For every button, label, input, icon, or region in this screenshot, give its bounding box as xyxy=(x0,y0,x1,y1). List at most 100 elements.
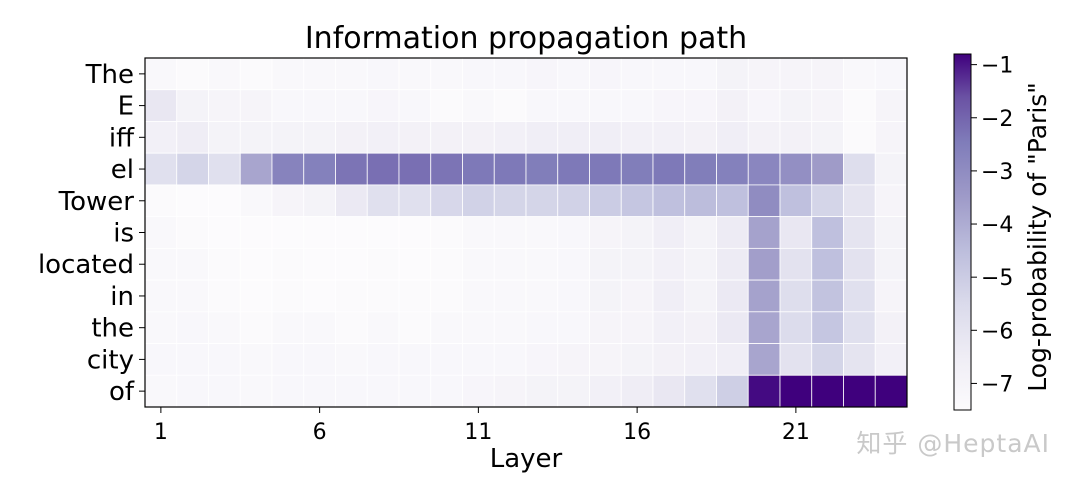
heatmap-cell xyxy=(525,121,559,154)
heatmap-cell xyxy=(811,152,844,186)
heatmap-cell xyxy=(811,247,844,281)
heatmap-cell xyxy=(366,57,400,91)
heatmap-cell xyxy=(335,374,368,408)
heatmap-cell xyxy=(398,57,432,91)
heatmap-cell xyxy=(366,184,400,218)
heatmap-cell xyxy=(652,121,686,154)
heatmap-cell xyxy=(208,216,241,249)
heatmap-cell xyxy=(366,311,400,344)
heatmap-cell xyxy=(239,343,273,376)
row-label: el xyxy=(111,155,134,185)
heatmap-cell xyxy=(716,374,749,408)
colorbar-tick-label: −1 xyxy=(981,54,1013,79)
heatmap-cell xyxy=(589,152,622,186)
heatmap-cell xyxy=(462,279,495,313)
heatmap-cell xyxy=(239,247,273,281)
heatmap-cell xyxy=(684,311,717,344)
heatmap-cell xyxy=(271,121,305,154)
row-label: Tower xyxy=(58,187,135,217)
heatmap-cell xyxy=(747,121,781,154)
heatmap-cell xyxy=(652,152,686,186)
heatmap-cell xyxy=(620,216,654,249)
heatmap-cell xyxy=(462,311,495,344)
heatmap-cell xyxy=(208,184,241,218)
heatmap-cell xyxy=(144,121,178,154)
heatmap-cell xyxy=(493,343,527,376)
heatmap-cell xyxy=(271,184,305,218)
heatmap-cell xyxy=(208,57,241,91)
heatmap-cell xyxy=(652,279,686,313)
heatmap-cell xyxy=(557,57,590,91)
heatmap-cell xyxy=(779,279,813,313)
heatmap-cell xyxy=(176,216,209,249)
heatmap-cell xyxy=(557,89,590,122)
heatmap-cell xyxy=(525,152,559,186)
heatmap-cell xyxy=(620,374,654,408)
heatmap-cell xyxy=(176,343,209,376)
heatmap-cell xyxy=(811,89,844,122)
heatmap-cell xyxy=(303,57,336,91)
heatmap-cell xyxy=(684,247,717,281)
row-label: city xyxy=(87,345,134,375)
heatmap-cell xyxy=(811,216,844,249)
heatmap-cell xyxy=(335,247,368,281)
x-tick-label: 6 xyxy=(313,420,327,445)
heatmap-cell xyxy=(430,57,463,91)
heatmap-cell xyxy=(779,89,813,122)
heatmap-cell xyxy=(620,57,654,91)
heatmap-cell xyxy=(430,121,463,154)
heatmap-cell xyxy=(525,89,559,122)
heatmap-cell xyxy=(779,247,813,281)
heatmap-cell xyxy=(557,343,590,376)
heatmap-cell xyxy=(811,343,844,376)
x-tick-label: 16 xyxy=(623,420,651,445)
heatmap-cell xyxy=(303,89,336,122)
heatmap-cell xyxy=(144,311,178,344)
heatmap-cell xyxy=(271,279,305,313)
colorbar-tick-label: −3 xyxy=(981,160,1013,185)
heatmap-cell xyxy=(811,184,844,218)
heatmap-cell xyxy=(208,343,241,376)
heatmap-cell xyxy=(779,343,813,376)
heatmap-cell xyxy=(176,89,209,122)
row-label: in xyxy=(110,282,134,312)
heatmap-cell xyxy=(208,247,241,281)
heatmap-cell xyxy=(684,184,717,218)
heatmap-cell xyxy=(779,184,813,218)
heatmap-cell xyxy=(716,89,749,122)
heatmap-cell xyxy=(144,374,178,408)
heatmap-cell xyxy=(493,374,527,408)
heatmap-cell xyxy=(747,57,781,91)
heatmap-cell xyxy=(747,216,781,249)
heatmap-cell xyxy=(335,152,368,186)
heatmap-cell xyxy=(430,279,463,313)
heatmap-cell xyxy=(652,57,686,91)
heatmap-cell xyxy=(176,57,209,91)
heatmap-cell xyxy=(271,311,305,344)
heatmap-cell xyxy=(557,279,590,313)
heatmap-cell xyxy=(589,247,622,281)
heatmap-cell xyxy=(557,247,590,281)
heatmap-cell xyxy=(874,343,908,376)
row-label: located xyxy=(38,250,134,280)
heatmap-cell xyxy=(747,89,781,122)
heatmap-cell xyxy=(779,216,813,249)
heatmap-cell xyxy=(239,57,273,91)
heatmap-cell xyxy=(716,57,749,91)
heatmap-cell xyxy=(525,216,559,249)
heatmap-cell xyxy=(493,89,527,122)
row-label: is xyxy=(113,219,134,249)
heatmap-cell xyxy=(176,279,209,313)
heatmap-cell xyxy=(716,152,749,186)
heatmap-cell xyxy=(239,374,273,408)
heatmap-cell xyxy=(874,184,908,218)
heatmap-cell xyxy=(557,121,590,154)
heatmap-cell xyxy=(843,152,876,186)
colorbar-tick-label: −2 xyxy=(981,107,1013,132)
heatmap-cell xyxy=(335,57,368,91)
heatmap-cell xyxy=(430,216,463,249)
heatmap-cell xyxy=(208,152,241,186)
heatmap-cell xyxy=(684,121,717,154)
heatmap-cell xyxy=(557,374,590,408)
